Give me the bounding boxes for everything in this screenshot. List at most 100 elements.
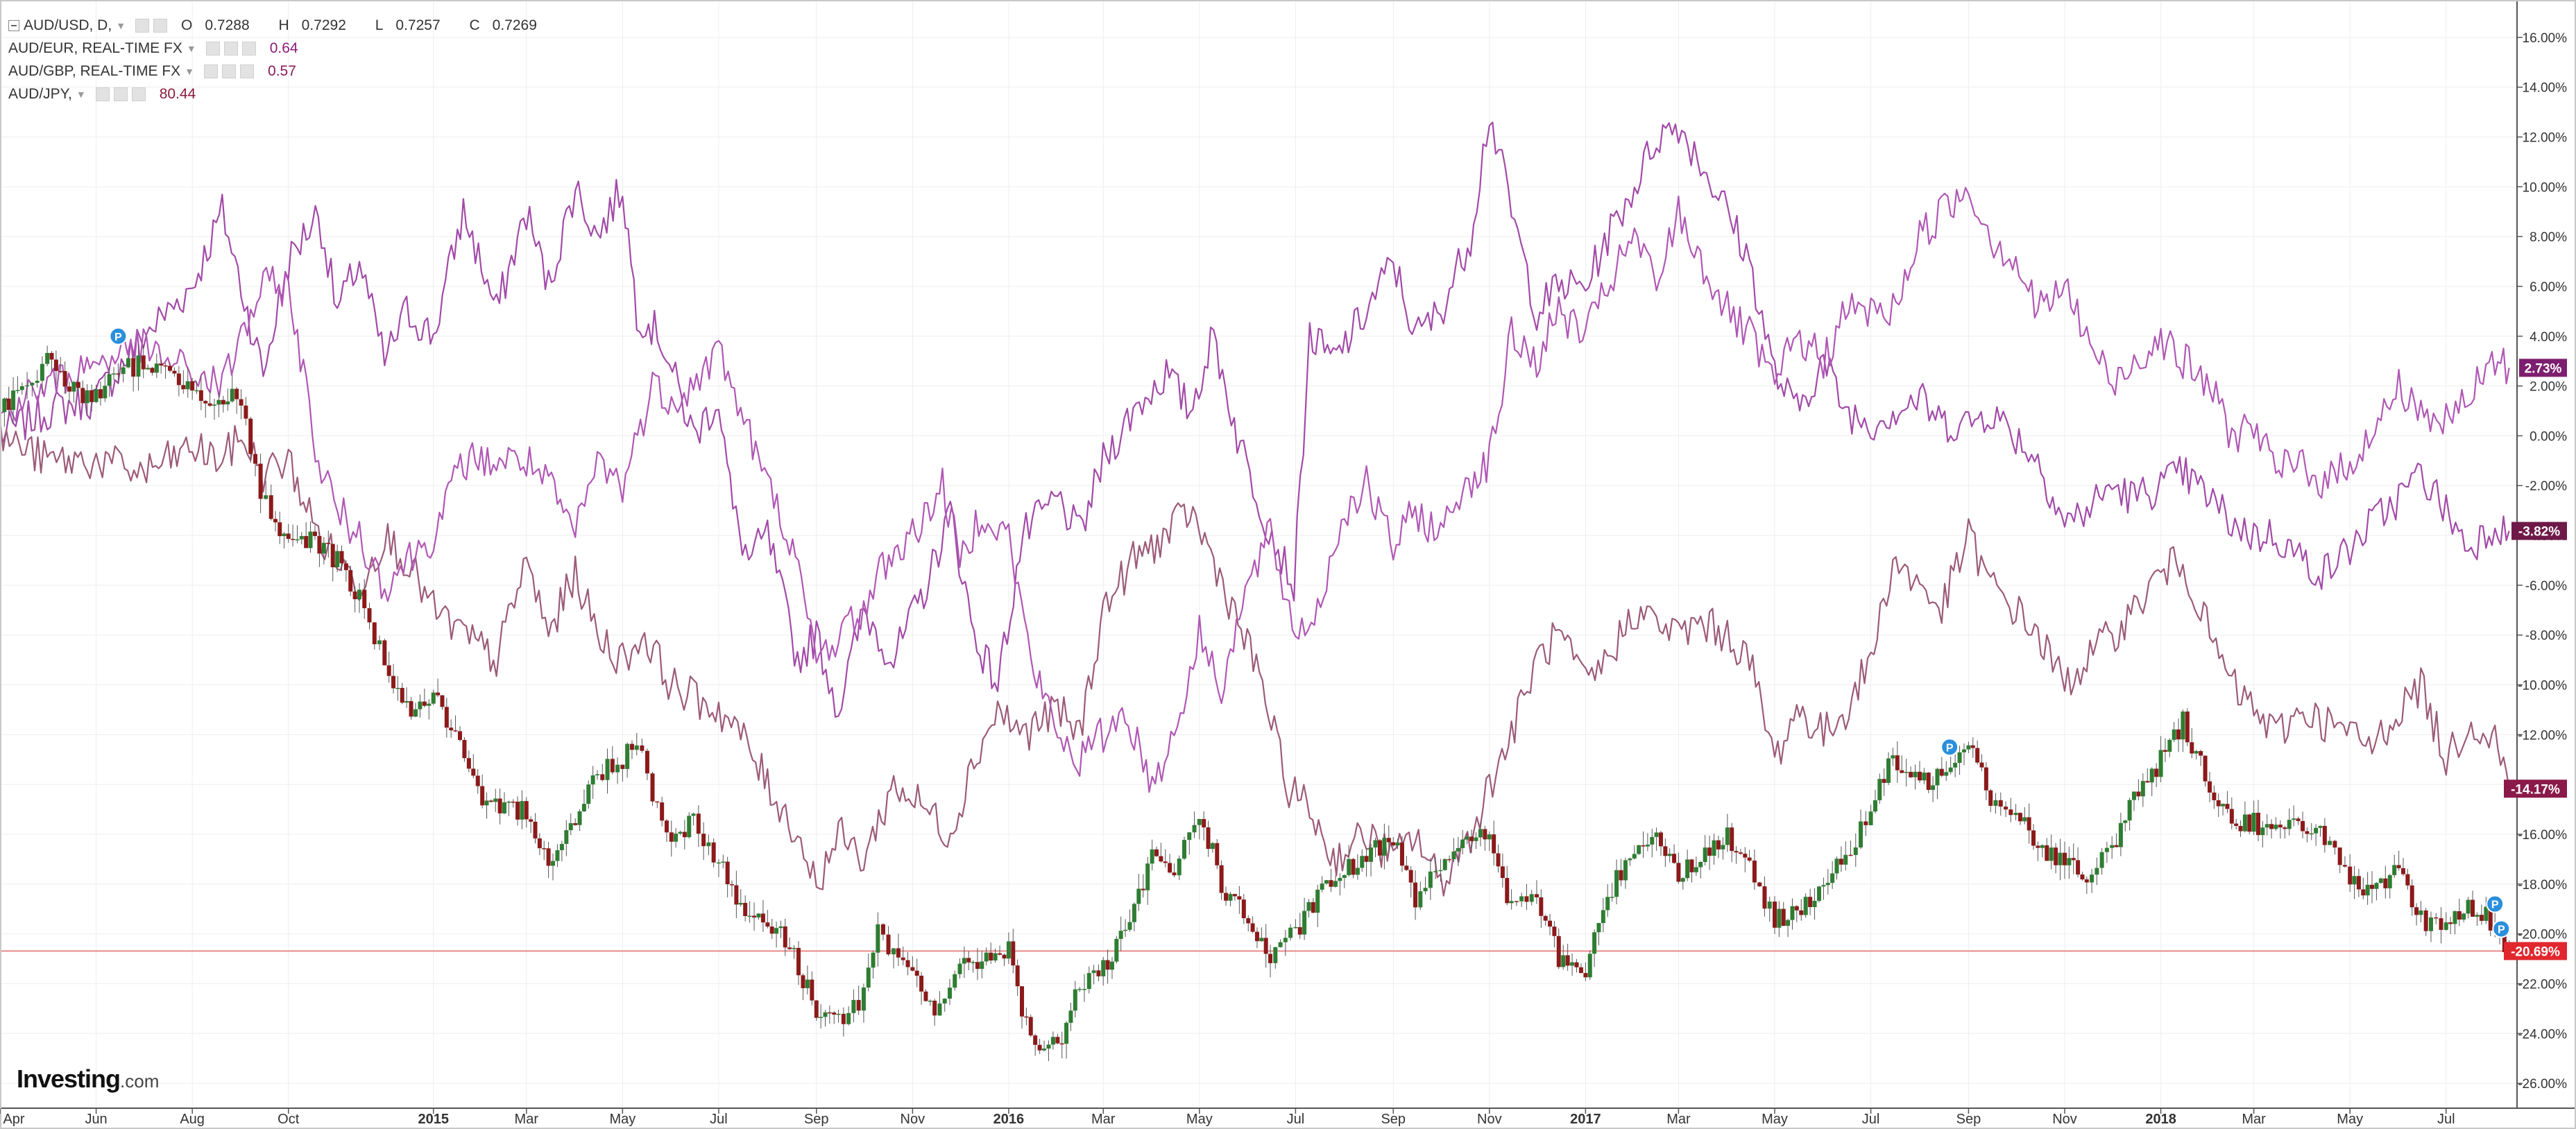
high-value: 0.7292 [301,17,346,33]
candle-body [1091,970,1096,974]
candle-body [2428,917,2433,931]
hide-icon[interactable] [223,41,238,55]
candle-body [1002,954,1007,959]
candle-body [80,388,85,404]
settings-icon[interactable] [205,41,220,55]
hide-icon[interactable] [153,18,168,33]
candle-body [1628,858,1632,861]
candle-body [1957,752,1962,763]
candle-body [382,640,387,666]
candle-body [520,801,524,820]
settings-icon[interactable] [204,64,219,78]
candle-body [2090,874,2095,883]
candle-body [1654,832,1659,837]
chevron-down-icon[interactable]: ▼ [185,65,195,77]
candle-body [2337,847,2342,865]
candle-body [1228,894,1233,901]
candle-body [2181,712,2185,740]
candle-body [146,368,151,370]
candle-body [1839,859,1843,865]
candlestick-series [2,343,2511,1062]
candle-body [971,962,975,963]
candle-body [404,701,409,703]
candle-body [1948,767,1953,773]
chevron-down-icon[interactable]: ▼ [116,19,126,31]
legend-row-gbp[interactable]: AUD/GBP, REAL-TIME FX ▼ 0.57 [8,60,562,83]
candle-body [568,822,573,831]
candle-body [2190,742,2194,754]
candle-body [198,390,203,402]
candle-body [1830,873,1835,884]
candle-body [1752,860,1757,883]
candle-body [89,390,94,402]
candle-body [600,774,605,780]
candle-body [1438,870,1443,872]
legend-row-eur[interactable]: AUD/EUR, REAL-TIME FX ▼ 0.64 [8,37,562,60]
candle-body [1799,910,1804,915]
candle-body [760,913,765,923]
markers[interactable]: P P P P [109,327,2511,938]
series-line-aud-jpy [0,187,2510,793]
candle-body [1543,915,1548,921]
x-tick-label: May [2337,1112,2363,1127]
candle-body [524,801,529,820]
series-layer[interactable] [0,121,2511,1062]
candle-body [1645,844,1650,847]
candle-body [471,768,476,776]
candle-body [914,970,919,976]
candle-body [1556,936,1561,967]
candle-body [1082,989,1086,990]
candle-body [664,820,669,833]
hide-icon[interactable] [113,87,128,101]
candle-body [678,831,683,834]
candle-body [1024,1016,1029,1018]
candle-body [181,385,186,390]
candle-body [1747,857,1752,861]
settings-icon[interactable] [95,87,110,101]
candle-body [2361,889,2366,896]
candle-body [1574,962,1579,967]
candle-body [248,418,253,454]
candle-body [1716,840,1721,850]
candle-body [2045,845,2049,861]
event-marker-icon [109,327,128,345]
candle-body [2238,826,2243,831]
candle-body [2287,820,2292,829]
candle-body [1663,846,1668,856]
settings-icon[interactable] [135,18,150,33]
candle-body [413,709,418,717]
value-badge-label: -14.17% [2511,782,2560,797]
hide-icon[interactable] [222,64,237,78]
close-icon[interactable] [241,41,256,55]
candle-body [1423,888,1428,892]
candle-body [172,370,177,374]
candle-body [1364,856,1369,862]
candle-body [2502,929,2507,952]
collapse-icon[interactable] [8,19,19,31]
candle-body [234,388,239,399]
candle-body [1132,904,1136,922]
candle-body [2462,913,2466,920]
close-icon[interactable] [131,87,146,101]
candle-body [2448,922,2453,924]
candle-body [1918,771,1922,781]
candle-body [2067,858,2072,865]
event-marker-label: P [2491,899,2499,911]
candle-body [395,687,400,689]
series-line-aud-gbp [0,418,2510,897]
candle-body [1658,832,1663,847]
chevron-down-icon[interactable]: ▼ [186,42,196,54]
candle-body [1703,847,1707,862]
legend-row-jpy[interactable]: AUD/JPY, ▼ 80.44 [8,83,562,105]
candle-body [752,915,757,917]
chevron-down-icon[interactable]: ▼ [76,88,86,100]
candle-body [1391,842,1396,846]
close-icon[interactable] [240,64,255,78]
candle-body [1667,854,1672,856]
candle-body [2457,911,2462,920]
candle-body [45,352,50,364]
